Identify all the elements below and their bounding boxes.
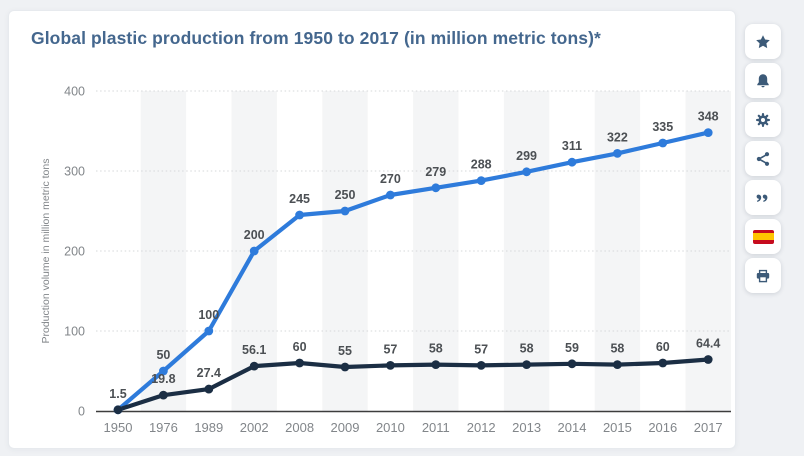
notifications-button[interactable] (745, 63, 781, 98)
data-point[interactable] (522, 360, 531, 369)
y-axis-tick-label: 400 (64, 85, 85, 99)
data-point[interactable] (567, 157, 577, 167)
x-axis-tick-label: 2017 (694, 420, 723, 435)
data-label: 200 (244, 228, 265, 242)
x-axis-tick-label: 2015 (603, 420, 632, 435)
data-label: 322 (607, 130, 628, 144)
language-button[interactable] (745, 219, 781, 254)
data-point[interactable] (249, 361, 259, 371)
x-axis-tick-label: 2010 (376, 420, 405, 435)
share-button[interactable] (745, 141, 781, 176)
x-axis-tick-label: 2016 (648, 420, 677, 435)
citation-button[interactable] (745, 180, 781, 215)
data-label: 58 (429, 342, 443, 356)
data-label: 56.1 (242, 343, 266, 357)
data-label: 19.8 (151, 372, 175, 386)
data-point[interactable] (204, 384, 214, 394)
data-point[interactable] (613, 149, 622, 158)
data-label: 55 (338, 344, 352, 358)
data-point[interactable] (522, 167, 531, 177)
data-point[interactable] (476, 176, 486, 186)
data-label: 27.4 (197, 366, 221, 380)
data-label: 348 (698, 110, 719, 124)
x-axis-tick-label: 1976 (149, 420, 178, 435)
x-axis-tick-label: 2011 (422, 420, 450, 435)
star-icon (755, 34, 771, 50)
data-label: 1.5 (109, 387, 126, 401)
data-label: 60 (293, 340, 307, 354)
data-label: 57 (383, 342, 397, 356)
data-label: 64.4 (696, 336, 720, 350)
data-point[interactable] (658, 138, 668, 148)
data-point[interactable] (703, 355, 713, 364)
dark-series-line (115, 357, 711, 412)
data-label: 279 (425, 165, 446, 179)
x-axis-tick-label: 1989 (194, 420, 223, 435)
x-axis-tick-label: 2008 (285, 420, 314, 435)
y-axis-tick-label: 0 (78, 405, 85, 419)
data-label: 335 (652, 120, 673, 134)
data-point[interactable] (113, 405, 123, 415)
data-point[interactable] (567, 359, 577, 369)
data-point[interactable] (295, 210, 304, 220)
data-label: 311 (562, 139, 582, 153)
data-label: 270 (380, 172, 401, 186)
data-point[interactable] (386, 361, 395, 370)
blue-series-line (115, 130, 711, 412)
data-point[interactable] (249, 246, 259, 256)
data-label: 50 (156, 348, 170, 362)
chart-canvas: 0 100 200 300 400 Production volume in millio… (40, 85, 731, 435)
data-point[interactable] (658, 358, 668, 368)
share-icon (755, 151, 771, 167)
data-label: 288 (471, 158, 492, 172)
data-point[interactable] (613, 360, 622, 369)
data-label: 100 (198, 308, 219, 322)
data-point[interactable] (431, 183, 441, 193)
y-axis-tick-label: 300 (64, 165, 85, 179)
action-toolbar (745, 24, 781, 293)
data-point[interactable] (159, 366, 168, 376)
data-point[interactable] (159, 390, 168, 400)
y-axis-tick-label: 200 (64, 245, 85, 259)
data-point[interactable] (703, 128, 713, 137)
y-axis-title: Production volume in million metric tons (40, 159, 52, 344)
chart-title: Global plastic production from 1950 to 2… (31, 28, 601, 48)
x-axis-tick-label: 1950 (104, 420, 133, 435)
x-axis-tick-label: 2014 (558, 420, 587, 435)
data-label: 299 (516, 149, 537, 163)
data-label: 57 (474, 342, 488, 356)
x-axis-tick-label: 2002 (240, 420, 269, 435)
data-point[interactable] (340, 362, 350, 372)
data-point[interactable] (340, 206, 350, 216)
x-axis-tick-label: 2009 (331, 420, 360, 435)
data-label: 245 (289, 192, 310, 206)
data-label: 60 (656, 340, 670, 354)
y-axis-tick-label: 100 (64, 325, 85, 339)
data-point[interactable] (386, 190, 395, 200)
bell-icon (755, 73, 771, 89)
x-axis-tick-label: 2012 (467, 420, 496, 435)
data-point[interactable] (476, 361, 486, 370)
data-point[interactable] (295, 358, 304, 368)
data-label: 59 (565, 341, 579, 355)
printer-icon (755, 268, 771, 284)
chart-card: Global plastic production from 1950 to 2… (8, 10, 736, 449)
quote-icon (755, 190, 771, 206)
favorite-button[interactable] (745, 24, 781, 59)
x-axis-tick-label: 2013 (512, 420, 541, 435)
data-point[interactable] (204, 326, 214, 336)
print-button[interactable] (745, 258, 781, 293)
data-label: 58 (520, 342, 534, 356)
gear-icon (755, 112, 771, 128)
data-label: 250 (335, 188, 356, 202)
settings-button[interactable] (745, 102, 781, 137)
data-label: 58 (610, 342, 624, 356)
spain-flag-icon (752, 229, 774, 244)
data-point[interactable] (431, 360, 441, 369)
